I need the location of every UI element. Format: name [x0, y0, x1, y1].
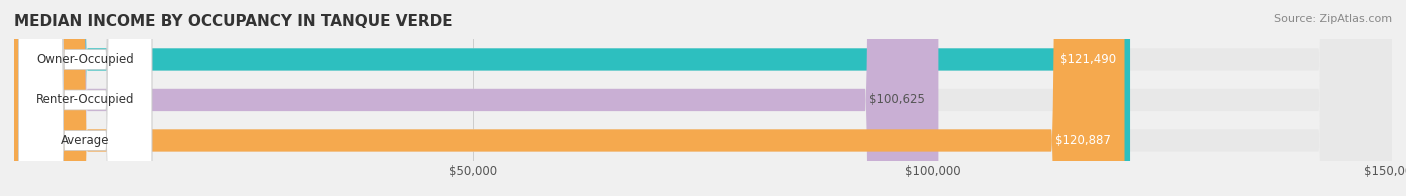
FancyBboxPatch shape: [14, 0, 938, 196]
Text: $121,490: $121,490: [1060, 53, 1116, 66]
FancyBboxPatch shape: [14, 0, 1392, 196]
FancyBboxPatch shape: [18, 0, 152, 196]
Text: $120,887: $120,887: [1054, 134, 1111, 147]
FancyBboxPatch shape: [14, 0, 1392, 196]
Text: Source: ZipAtlas.com: Source: ZipAtlas.com: [1274, 14, 1392, 24]
FancyBboxPatch shape: [18, 0, 152, 196]
FancyBboxPatch shape: [14, 0, 1392, 196]
FancyBboxPatch shape: [14, 0, 1130, 196]
Text: Owner-Occupied: Owner-Occupied: [37, 53, 134, 66]
Text: MEDIAN INCOME BY OCCUPANCY IN TANQUE VERDE: MEDIAN INCOME BY OCCUPANCY IN TANQUE VER…: [14, 14, 453, 29]
FancyBboxPatch shape: [14, 0, 1125, 196]
FancyBboxPatch shape: [18, 0, 152, 196]
Text: Renter-Occupied: Renter-Occupied: [37, 93, 135, 106]
Text: $100,625: $100,625: [869, 93, 925, 106]
Text: Average: Average: [60, 134, 110, 147]
